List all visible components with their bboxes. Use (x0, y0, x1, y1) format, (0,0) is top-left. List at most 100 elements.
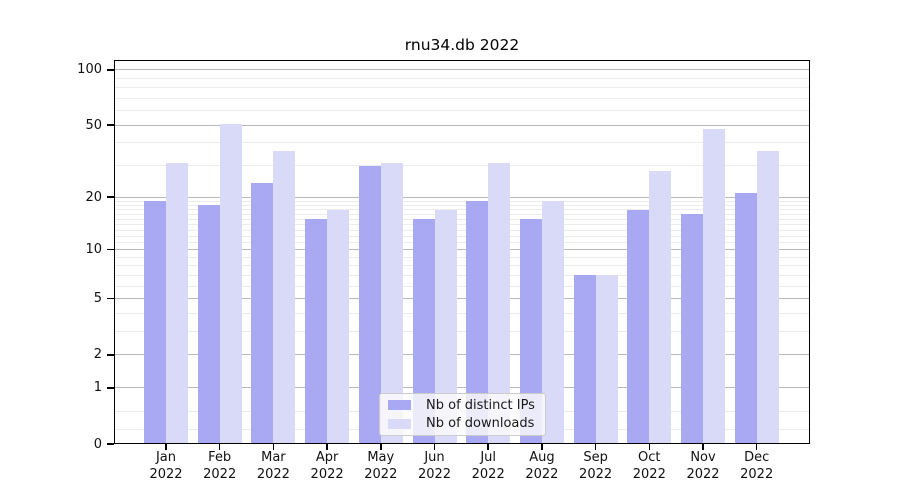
y-tick-mark (107, 124, 114, 126)
minor-gridline (114, 204, 810, 206)
x-tick-month: Nov (690, 450, 716, 465)
x-tick-year: 2022 (256, 466, 290, 482)
bar-distinct-ips-feb (197, 205, 220, 444)
minor-gridline (114, 200, 810, 202)
bar-distinct-ips-jun (412, 219, 435, 444)
bar-distinct-ips-aug (519, 219, 542, 444)
y-tick-label: 50 (85, 117, 102, 133)
y-tick-label: 1 (93, 380, 102, 396)
y-tick-mark (107, 297, 114, 300)
x-tick-month: Jun (424, 450, 445, 465)
y-tick-mark (107, 69, 114, 71)
x-tick-year: 2022 (471, 466, 505, 482)
legend-swatch-downloads (388, 418, 411, 429)
bar-downloads-sep (595, 275, 618, 444)
minor-gridline (114, 77, 810, 79)
legend: Nb of distinct IPs Nb of downloads (379, 393, 546, 436)
bar-downloads-dec (756, 151, 779, 444)
x-tick-mark (272, 444, 275, 450)
x-tick-label: Aug 2022 (510, 450, 574, 483)
major-gridline (114, 354, 810, 356)
bar-downloads-jul (488, 163, 511, 444)
major-gridline (114, 196, 810, 198)
bar-distinct-ips-dec (734, 193, 757, 444)
minor-gridline (114, 242, 810, 244)
x-tick-year: 2022 (740, 466, 774, 482)
x-tick-year: 2022 (579, 466, 613, 482)
x-tick-year: 2022 (310, 466, 344, 482)
bar-distinct-ips-jul (466, 201, 489, 444)
minor-gridline (114, 256, 810, 258)
x-tick-label: Oct 2022 (617, 450, 681, 483)
bar-distinct-ips-mar (251, 183, 274, 444)
minor-gridline (114, 87, 810, 89)
x-tick-mark (702, 444, 704, 450)
bar-downloads-nov (703, 128, 725, 444)
minor-gridline (114, 218, 810, 220)
y-tick-label: 0 (93, 436, 102, 452)
bar-downloads-aug (541, 201, 564, 444)
x-tick-month: May (367, 450, 395, 465)
minor-gridline (114, 97, 810, 99)
major-gridline (114, 298, 810, 300)
legend-item-distinct-ips: Nb of distinct IPs (380, 398, 545, 413)
major-gridline (114, 124, 810, 126)
x-tick-label: Feb 2022 (188, 450, 252, 483)
y-tick-mark (107, 248, 114, 251)
legend-item-downloads: Nb of downloads (380, 416, 545, 431)
bar-distinct-ips-apr (305, 219, 328, 444)
x-tick-mark (165, 444, 167, 450)
minor-gridline (114, 213, 810, 215)
x-tick-month: Dec (744, 450, 770, 465)
y-tick-mark (107, 354, 114, 356)
chart-title: rnu34.db 2022 (404, 36, 520, 54)
bar-downloads-may (380, 163, 403, 444)
minor-gridline (114, 165, 810, 167)
y-tick-label: 2 (93, 347, 102, 363)
minor-gridline (114, 229, 810, 231)
bar-downloads-apr (327, 209, 350, 444)
minor-gridline (114, 209, 810, 211)
x-tick-label: Sep 2022 (564, 450, 628, 483)
x-tick-mark (326, 444, 328, 450)
x-tick-month: Apr (315, 450, 339, 465)
minor-gridline (114, 235, 810, 237)
minor-gridline (114, 110, 810, 112)
x-tick-year: 2022 (364, 466, 398, 482)
x-tick-month: Aug (529, 450, 555, 465)
bar-downloads-jun (434, 209, 457, 444)
x-tick-month: Jul (480, 450, 497, 465)
x-tick-year: 2022 (686, 466, 720, 482)
plot-area (114, 60, 810, 444)
x-tick-mark (755, 444, 758, 450)
x-tick-mark (648, 444, 651, 450)
minor-gridline (114, 265, 810, 267)
bar-downloads-mar (273, 151, 296, 444)
minor-gridline (114, 142, 810, 144)
major-gridline (114, 69, 810, 71)
bar-downloads-oct (649, 171, 672, 444)
y-tick-mark (107, 196, 114, 198)
x-tick-month: Jan (155, 450, 177, 465)
x-tick-year: 2022 (632, 466, 666, 482)
x-tick-month: Feb (208, 450, 232, 465)
x-tick-month: Oct (638, 450, 661, 465)
minor-gridline (114, 274, 810, 276)
x-tick-year: 2022 (149, 466, 183, 482)
x-tick-mark (594, 444, 597, 450)
major-gridline (114, 387, 810, 389)
bar-distinct-ips-nov (681, 214, 703, 444)
x-tick-mark (218, 444, 221, 450)
y-tick-label: 20 (85, 189, 102, 205)
minor-gridline (114, 223, 810, 225)
x-tick-mark (433, 444, 436, 450)
y-tick-label: 5 (93, 291, 102, 307)
minor-gridline (114, 331, 810, 333)
x-tick-label: Nov 2022 (671, 450, 735, 483)
x-tick-mark (487, 444, 489, 450)
x-tick-label: Jul 2022 (456, 450, 520, 483)
y-tick-mark (107, 443, 114, 445)
bar-distinct-ips-jan (144, 201, 166, 444)
bar-distinct-ips-sep (573, 275, 596, 444)
minor-gridline (114, 285, 810, 287)
